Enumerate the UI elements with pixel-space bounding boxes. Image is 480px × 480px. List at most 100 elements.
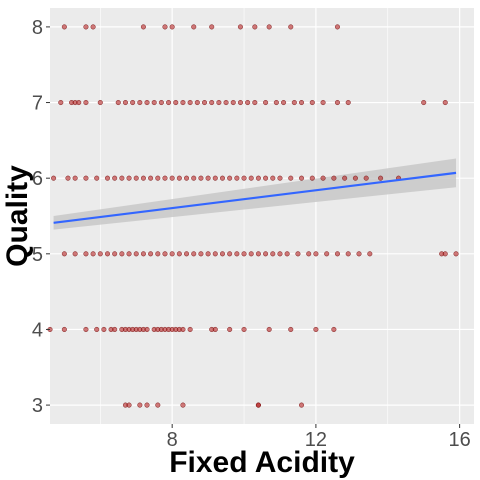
data-point [169,251,175,257]
x-tick-label: 8 [167,429,178,451]
data-point [363,175,369,181]
data-point [288,175,294,181]
data-point [205,251,211,257]
data-point [187,99,193,106]
data-point [277,175,283,181]
data-point [144,99,150,106]
data-point [281,99,287,106]
y-tick-label: 6 [32,168,43,190]
data-point [223,99,229,106]
data-point [191,175,197,181]
data-point [140,251,146,257]
data-point [90,24,96,30]
y-tick-label: 3 [32,395,43,417]
data-point [309,99,315,106]
data-point [205,175,211,181]
data-point [252,99,258,106]
data-point [291,99,297,106]
data-point [97,99,103,106]
data-point [61,24,67,30]
data-point [137,402,143,408]
data-point [209,99,215,106]
data-point [148,251,154,257]
data-point [234,175,240,181]
data-point [140,175,146,181]
data-point [313,326,319,333]
data-point [227,251,233,257]
data-point [212,326,218,333]
data-point [320,99,326,106]
x-axis-title: Fixed Acidity [169,446,355,479]
data-point [155,251,161,257]
data-point [90,251,96,257]
data-point [61,251,67,257]
data-point [298,99,305,106]
data-point [248,175,254,181]
data-point [112,326,118,333]
data-point [180,402,186,408]
data-point [198,175,204,181]
data-point [97,251,103,257]
data-point [191,251,197,257]
data-point [169,175,175,181]
data-point [151,99,157,106]
data-point [61,326,67,333]
data-point [166,99,172,106]
data-point [313,251,319,257]
data-point [255,251,261,257]
data-point [248,251,254,257]
data-point [83,24,89,30]
data-point [342,175,348,181]
data-point [263,99,269,106]
data-point [155,175,161,181]
data-point [241,175,247,181]
data-point [83,175,89,181]
data-point [356,251,362,257]
data-point [58,99,64,106]
data-point [83,99,89,106]
data-point [162,24,168,30]
x-tick-label: 16 [449,429,471,451]
data-point [169,24,175,30]
data-point [266,326,272,333]
data-point [119,251,125,257]
data-point [144,326,150,333]
data-point [334,24,341,30]
y-tick-label: 4 [32,319,43,341]
data-point [442,99,448,106]
data-point [51,175,57,181]
data-point [306,251,312,257]
data-point [112,175,118,181]
data-point [453,251,459,257]
y-tick-label: 7 [32,93,43,115]
data-point [176,175,182,181]
data-point [148,175,154,181]
data-point [298,402,305,408]
data-point [334,99,341,106]
data-point [331,175,337,181]
data-point [237,99,243,106]
data-point [144,402,150,408]
data-point [245,99,251,106]
data-point [104,251,111,257]
data-point [255,402,261,408]
data-point [94,175,100,181]
data-point [194,99,200,106]
data-point [101,326,107,333]
trend-line [53,171,457,224]
data-point [295,251,301,257]
data-point [104,175,111,181]
data-point [216,99,222,106]
data-point [209,24,215,30]
data-point [277,251,283,257]
data-point [270,251,276,257]
data-point [130,99,136,106]
data-point [133,175,139,181]
data-point [298,175,305,181]
data-point [72,175,78,181]
data-points [47,24,459,408]
data-point [122,99,129,106]
data-point [119,175,125,181]
data-point [241,251,247,257]
